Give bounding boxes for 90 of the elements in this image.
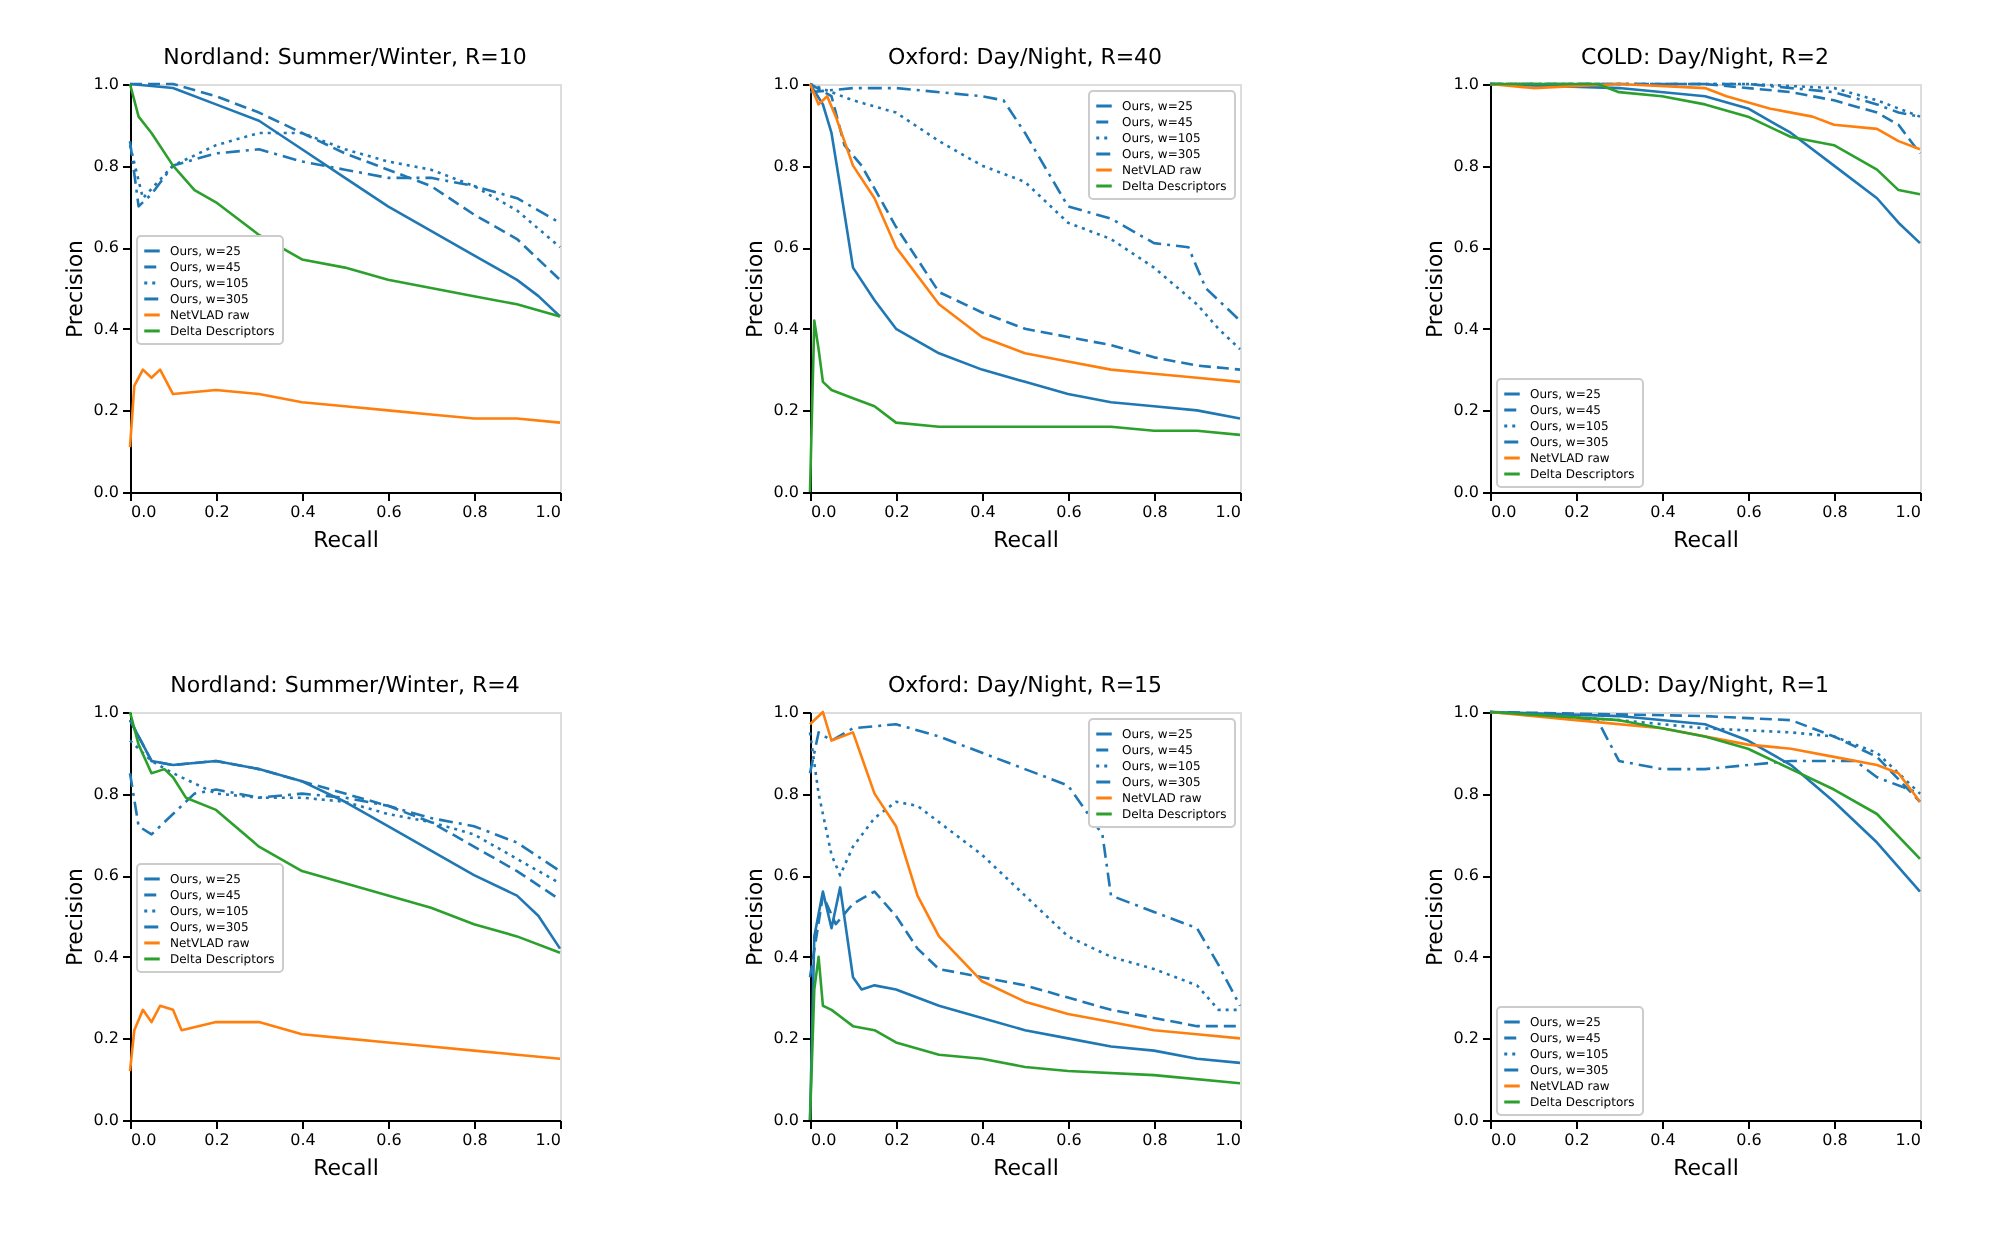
y-axis-title: Precision (1421, 239, 1448, 339)
y-tick-label: 0.4 (93, 947, 119, 966)
y-tick-label: 0.8 (773, 784, 799, 803)
x-tick-label: 0.0 (131, 1131, 157, 1149)
y-tick-label: 0.8 (93, 156, 119, 175)
x-tick-label: 0.2 (884, 1131, 910, 1149)
y-tick-label: 0.2 (1453, 401, 1479, 420)
chart-title: Nordland: Summer/Winter, R=4 (170, 672, 520, 698)
x-tick-label: 0.2 (1564, 1131, 1590, 1149)
x-tick-label: 0.8 (462, 503, 488, 521)
y-tick-label: 0.0 (93, 483, 119, 501)
x-tick-label: 0.2 (204, 503, 230, 521)
y-tick-label: 0.0 (773, 483, 799, 501)
y-tick-label: 0.0 (773, 1111, 799, 1129)
x-tick-label: 0.6 (1736, 1131, 1762, 1149)
x-tick-label: 0.8 (462, 1131, 488, 1149)
y-tick-label: 0.6 (93, 238, 119, 257)
chart-title: Oxford: Day/Night, R=40 (887, 44, 1163, 70)
y-tick-label: 1.0 (773, 75, 799, 93)
x-tick-label: 1.0 (535, 503, 561, 521)
y-tick-label: 1.0 (1453, 703, 1479, 721)
y-tick-label: 0.0 (1453, 1111, 1479, 1129)
y-tick-label: 0.4 (93, 319, 119, 338)
x-tick-label: 1.0 (1895, 1131, 1921, 1149)
x-tick-label: 1.0 (535, 1131, 561, 1149)
y-tick-label: 0.2 (1453, 1029, 1479, 1048)
x-tick-label: 1.0 (1215, 503, 1241, 521)
x-tick-label: 0.4 (1650, 503, 1676, 521)
x-tick-label: 0.6 (1056, 1131, 1082, 1149)
x-tick-label: 0.2 (1564, 503, 1590, 521)
y-tick-label: 0.2 (773, 401, 799, 420)
y-axis-title: Precision (61, 239, 88, 339)
x-axis-title: Recall (313, 1155, 379, 1181)
y-tick-label: 1.0 (93, 703, 119, 721)
y-tick-label: 0.0 (93, 1111, 119, 1129)
x-axis-title: Recall (993, 527, 1059, 553)
y-tick-label: 0.4 (773, 319, 799, 338)
x-tick-label: 0.0 (811, 503, 837, 521)
x-tick-label: 0.8 (1142, 1131, 1168, 1149)
x-tick-label: 0.4 (290, 503, 316, 521)
y-tick-label: 1.0 (93, 75, 119, 93)
y-tick-label: 0.8 (1453, 784, 1479, 803)
y-tick-label: 0.8 (93, 784, 119, 803)
x-tick-label: 0.6 (1736, 503, 1762, 521)
x-tick-label: 1.0 (1215, 1131, 1241, 1149)
chart-title: COLD: Day/Night, R=1 (1581, 672, 1829, 698)
y-tick-label: 0.2 (93, 1029, 119, 1048)
x-axis-title: Recall (1673, 1155, 1739, 1181)
y-axis-title: Precision (741, 867, 768, 967)
x-tick-label: 1.0 (1895, 503, 1921, 521)
y-tick-label: 0.0 (1453, 483, 1479, 501)
y-tick-label: 0.4 (1453, 319, 1479, 338)
y-tick-label: 1.0 (773, 703, 799, 721)
x-tick-label: 0.4 (970, 1131, 996, 1149)
y-tick-label: 0.6 (773, 238, 799, 257)
x-tick-label: 0.2 (204, 1131, 230, 1149)
y-tick-label: 0.6 (773, 866, 799, 885)
y-tick-label: 0.8 (1453, 156, 1479, 175)
chart-title: Nordland: Summer/Winter, R=10 (163, 44, 527, 70)
x-tick-label: 0.6 (376, 503, 402, 521)
x-tick-label: 0.6 (1056, 503, 1082, 521)
y-axis-title: Precision (1421, 867, 1448, 967)
y-tick-label: 0.6 (1453, 866, 1479, 885)
x-axis-title: Recall (313, 527, 379, 553)
x-tick-label: 0.8 (1142, 503, 1168, 521)
x-tick-label: 0.8 (1822, 1131, 1848, 1149)
y-tick-label: 0.2 (773, 1029, 799, 1048)
y-tick-label: 0.6 (1453, 238, 1479, 257)
y-tick-label: 0.8 (773, 156, 799, 175)
x-tick-label: 0.0 (1491, 503, 1517, 521)
x-axis-title: Recall (1673, 527, 1739, 553)
y-tick-label: 0.2 (93, 401, 119, 420)
y-tick-label: 0.6 (93, 866, 119, 885)
y-tick-label: 0.4 (1453, 947, 1479, 966)
y-tick-label: 0.4 (773, 947, 799, 966)
y-axis-title: Precision (61, 867, 88, 967)
x-tick-label: 0.2 (884, 503, 910, 521)
x-tick-label: 0.0 (1491, 1131, 1517, 1149)
x-tick-label: 0.8 (1822, 503, 1848, 521)
x-tick-label: 0.0 (131, 503, 157, 521)
x-tick-label: 0.4 (290, 1131, 316, 1149)
y-axis-title: Precision (741, 239, 768, 339)
y-tick-label: 1.0 (1453, 75, 1479, 93)
x-tick-label: 0.4 (1650, 1131, 1676, 1149)
chart-title: Oxford: Day/Night, R=15 (887, 672, 1163, 698)
x-axis-title: Recall (993, 1155, 1059, 1181)
x-tick-label: 0.4 (970, 503, 996, 521)
x-tick-label: 0.0 (811, 1131, 837, 1149)
chart-title: COLD: Day/Night, R=2 (1581, 44, 1829, 70)
x-tick-label: 0.6 (376, 1131, 402, 1149)
